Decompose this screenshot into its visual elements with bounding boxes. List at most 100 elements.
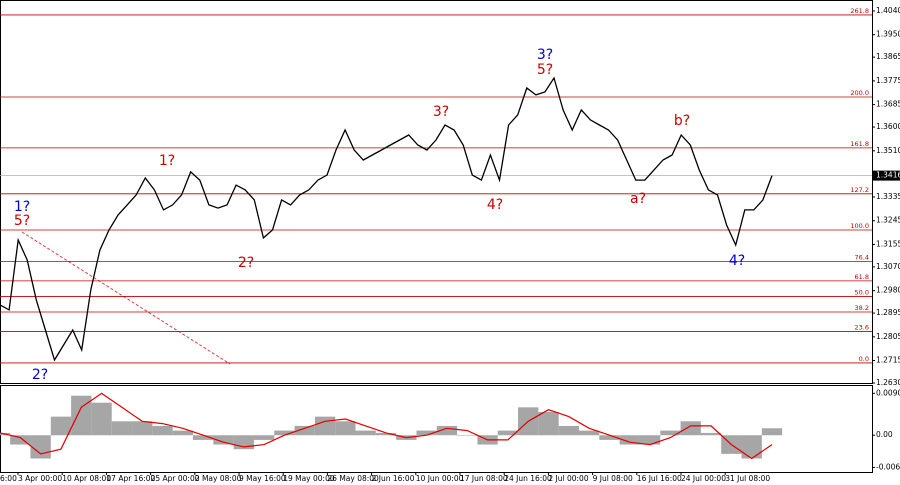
current-price-label: 1.3416 [876,171,900,180]
histogram-bar [700,432,722,436]
histogram-bar [741,435,762,459]
signal-line [0,392,773,460]
histogram-bar [558,425,579,436]
histogram-bar [680,421,701,436]
histogram-bar [599,435,620,440]
wave-label: b? [674,113,690,129]
histogram-bar [30,435,51,459]
histogram-bar [253,435,275,440]
histogram-bar [132,421,153,436]
fib-label: 161.8 [850,140,869,148]
wave-label: 1? [14,199,30,215]
x-tick-label: 10 Jun 00:00 [416,474,464,483]
wave-label: 2? [238,255,254,271]
y-tick-label: 0.00901 [876,388,900,397]
histogram-bar [213,435,234,445]
wave-label: 5? [537,62,553,78]
y-tick-label: 1.3510 [876,146,900,155]
y-tick-label: 1.3155 [876,239,900,248]
wave-label: 4? [729,253,745,269]
y-tick-label: 1.3865 [876,52,900,61]
histogram-bar [639,435,661,445]
x-tick-label: 17 Jun 08:00 [460,474,508,483]
y-tick-label: 1.3245 [876,216,900,225]
y-tick-label: 1.2805 [876,332,900,341]
price-panel [0,0,873,384]
histogram-bar [375,432,397,436]
trend-line [21,231,231,365]
fib-label: 261.8 [850,7,869,15]
x-tick-label: 2 May 08:00 [195,474,242,483]
price-line [0,76,773,362]
histogram-bar [10,435,31,445]
histogram-bar [416,430,437,436]
histogram-bar [619,435,640,445]
histogram-bar [355,430,376,436]
fib-label: 200.0 [850,89,869,97]
wave-label: 3? [433,104,449,120]
histogram-bar [335,421,356,436]
fib-label: 76.4 [855,253,869,261]
wave-label: 3? [537,47,553,63]
wave-label: 4? [487,197,503,213]
y-tick-label: -0.00692 [876,462,900,471]
histogram-bar [274,430,295,436]
x-tick-label: 26 May 08:00 [327,474,379,483]
x-tick-label: 6:00 [0,474,17,483]
fib-label: 23.6 [855,324,869,332]
y-tick-label: 1.2895 [876,308,900,317]
histogram-bar [193,435,214,440]
histogram-bar [91,402,112,436]
y-tick-label: 1.3950 [876,30,900,39]
y-tick-label: 1.2630 [876,378,900,387]
fib-label: 50.0 [855,288,869,296]
wave-label: 2? [32,367,48,383]
histogram-bar [172,430,193,436]
fib-label: 38.2 [855,304,869,312]
histogram-bar [457,435,478,436]
x-tick-label: 9 May 16:00 [239,474,286,483]
y-tick-label: 1.3070 [876,262,900,271]
histogram-bar [497,430,519,436]
y-tick-label: 1.3775 [876,76,900,85]
x-tick-label: 19 May 00:00 [283,474,335,483]
y-tick-label: 1.3335 [876,192,900,201]
histogram-bar [294,425,315,436]
x-tick-label: 31 Jul 08:00 [725,474,770,483]
wave-label: a? [630,191,646,207]
fib-label: 61.8 [855,273,869,281]
y-tick-label: 1.2715 [876,356,900,365]
x-tick-label: 17 Apr 16:00 [106,474,155,483]
x-tick-label: 10 Apr 08:00 [62,474,111,483]
y-tick-label: 1.2980 [876,286,900,295]
current-price-box [873,170,900,181]
histogram-bar [761,428,783,436]
histogram-bar [660,430,681,436]
x-tick-label: 25 Apr 00:00 [151,474,200,483]
histogram-bar [50,416,72,436]
histogram-bar [538,411,559,436]
wave-label: 5? [14,213,30,229]
y-tick-label: 1.3600 [876,122,900,131]
histogram-bar [111,421,133,436]
fib-label: 127.2 [850,186,869,194]
x-tick-label: 9 Jul 08:00 [593,474,633,483]
y-tick-label: 1.3685 [876,100,900,109]
histogram-bar [71,395,92,436]
x-tick-label: 16 Jul 16:00 [637,474,682,483]
x-tick-label: 3 Apr 00:00 [18,474,62,483]
fib-label: 100.0 [850,222,869,230]
histogram-bar [152,425,173,436]
y-tick-label: 0.00 [876,430,893,439]
wave-label: 1? [159,153,175,169]
x-tick-label: 24 Jun 16:00 [504,474,552,483]
histogram-bar [579,430,600,436]
fib-label: 0.0 [859,355,869,363]
histogram-bar [314,416,336,436]
x-tick-label: 2 Jul 00:00 [548,474,588,483]
x-tick-label: 2 Jun 16:00 [372,474,415,483]
y-tick-label: 1.4040 [876,6,900,15]
x-tick-label: 24 Jul 00:00 [681,474,726,483]
histogram-bar [436,425,458,436]
